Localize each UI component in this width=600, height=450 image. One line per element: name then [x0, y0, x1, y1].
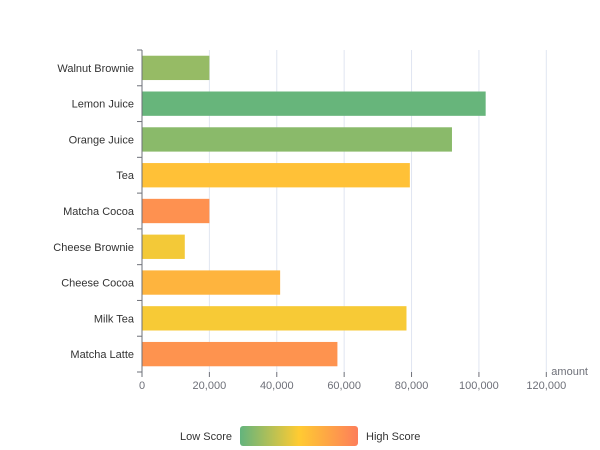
legend-high-label: High Score	[366, 431, 420, 443]
y-category-label: Tea	[116, 170, 135, 182]
axes: 0 20,000 40,000 60,000 80,000 100,000 120,000 W…	[53, 49, 566, 392]
legend-gradient-bar[interactable]	[240, 426, 358, 446]
x-tick-label: 100,000	[459, 380, 499, 392]
bar[interactable]	[142, 306, 407, 331]
legend-low-label: Low Score	[180, 431, 232, 443]
bar[interactable]	[142, 163, 410, 188]
x-tick-label: 120,000	[526, 380, 566, 392]
y-category-label: Matcha Cocoa	[63, 206, 135, 218]
x-axis-title: amount	[551, 366, 588, 378]
x-tick-label: 40,000	[260, 380, 294, 392]
bar[interactable]	[142, 55, 210, 81]
x-tick-label: 60,000	[327, 380, 361, 392]
bars	[142, 55, 486, 367]
bar[interactable]	[142, 127, 452, 152]
x-tick-label: 20,000	[193, 380, 227, 392]
bar[interactable]	[142, 91, 486, 116]
bar[interactable]	[142, 234, 185, 259]
bar[interactable]	[142, 270, 281, 295]
y-category-label: Orange Juice	[69, 134, 134, 146]
x-tick-label: 0	[139, 380, 145, 392]
y-category-label: Milk Tea	[94, 313, 135, 325]
y-category-label: Cheese Brownie	[53, 242, 134, 254]
y-category-label: Matcha Latte	[70, 349, 134, 361]
visual-map-legend: Low Score High Score	[180, 426, 420, 446]
bar[interactable]	[142, 198, 210, 224]
y-category-label: Cheese Cocoa	[61, 278, 135, 290]
x-tick-label: 80,000	[395, 380, 429, 392]
bar[interactable]	[142, 341, 338, 367]
y-category-label: Lemon Juice	[72, 99, 134, 111]
y-category-label: Walnut Brownie	[57, 63, 134, 75]
